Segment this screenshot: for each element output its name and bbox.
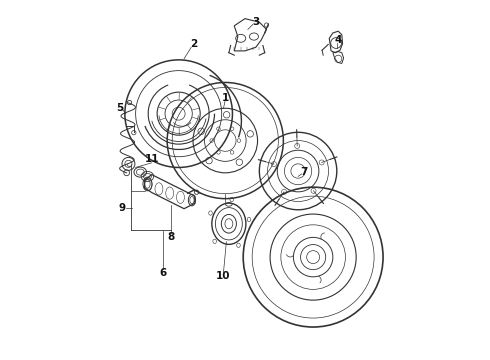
Text: 4: 4	[335, 35, 342, 45]
Text: 9: 9	[119, 203, 126, 213]
Text: 11: 11	[145, 154, 159, 164]
Text: 10: 10	[216, 271, 231, 281]
Text: 8: 8	[168, 232, 175, 242]
Text: 5: 5	[117, 103, 124, 113]
Text: 3: 3	[252, 17, 259, 27]
Text: 1: 1	[221, 93, 229, 103]
Text: 7: 7	[300, 167, 308, 177]
Text: 6: 6	[160, 267, 167, 278]
Text: 2: 2	[191, 40, 197, 49]
